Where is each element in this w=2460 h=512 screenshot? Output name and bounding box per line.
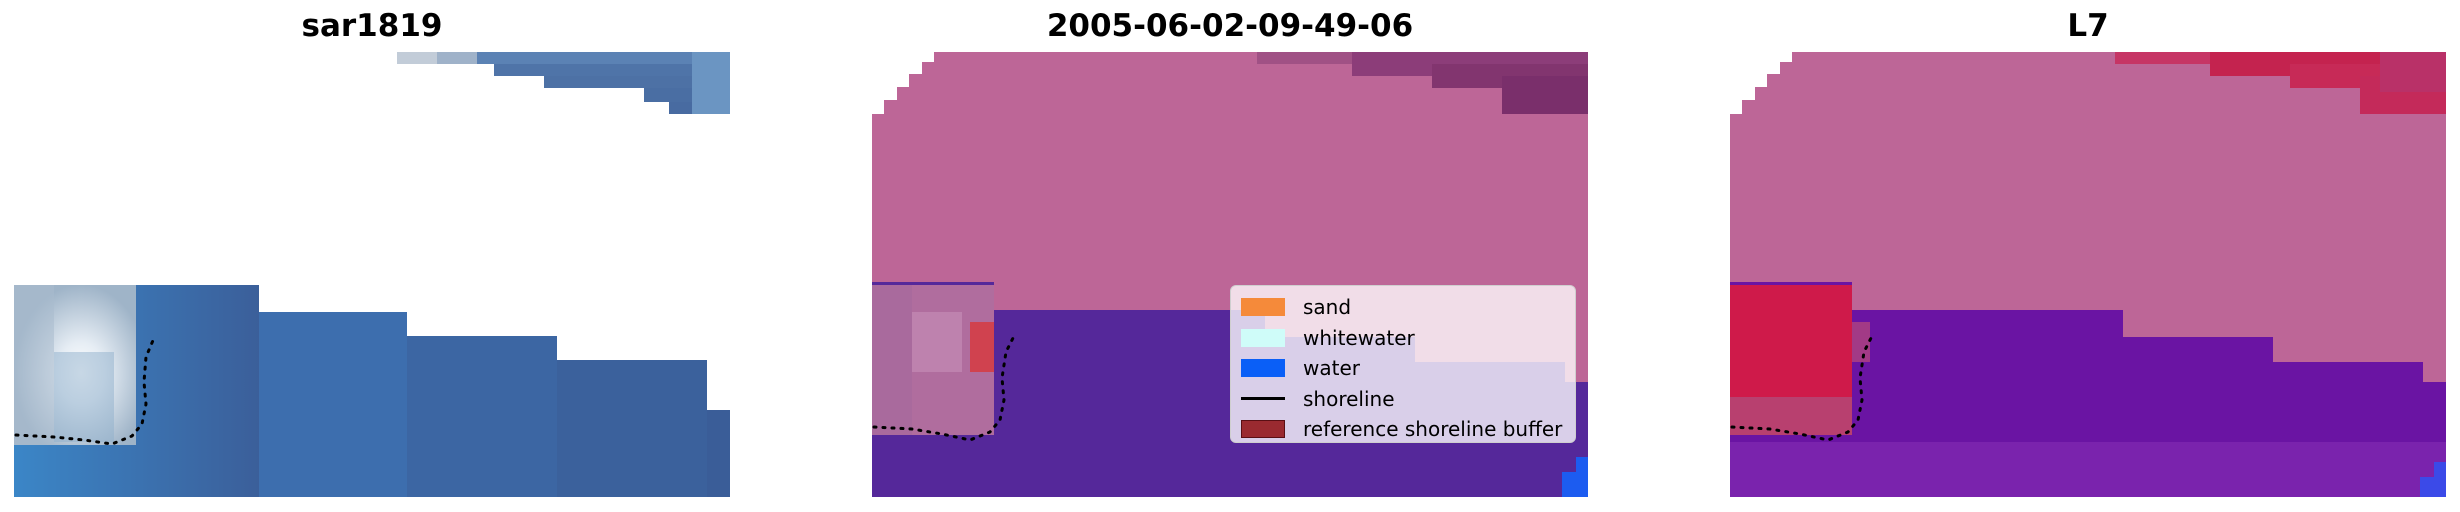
- legend-swatch-reference-buffer: [1241, 420, 1285, 439]
- panel-title-index: L7: [2067, 8, 2109, 44]
- panel-rgb: sar1819: [14, 0, 730, 512]
- panel-title-classified: 2005-06-02-09-49-06: [1046, 8, 1414, 44]
- legend-item-reference-buffer: reference shoreline buffer: [1241, 414, 1565, 445]
- panel-index: L7: [1730, 0, 2446, 512]
- index-image: [1730, 52, 2446, 497]
- panel-title-rgb: sar1819: [301, 8, 443, 44]
- legend-line-shoreline: [1241, 397, 1285, 401]
- legend-item-whitewater: whitewater: [1241, 323, 1565, 354]
- legend-swatch-water: [1241, 359, 1285, 378]
- legend-label: shoreline: [1303, 386, 1395, 411]
- legend-label: whitewater: [1303, 325, 1415, 350]
- legend-item-shoreline: shoreline: [1241, 384, 1565, 415]
- legend: sand whitewater water shoreline referenc…: [1230, 285, 1576, 443]
- rgb-image: [14, 52, 730, 497]
- legend-item-water: water: [1241, 353, 1565, 384]
- legend-label: sand: [1303, 295, 1352, 320]
- legend-item-sand: sand: [1241, 292, 1565, 323]
- legend-swatch-sand: [1241, 298, 1285, 317]
- legend-label: water: [1303, 356, 1360, 381]
- legend-swatch-whitewater: [1241, 328, 1285, 347]
- legend-label: reference shoreline buffer: [1303, 417, 1563, 442]
